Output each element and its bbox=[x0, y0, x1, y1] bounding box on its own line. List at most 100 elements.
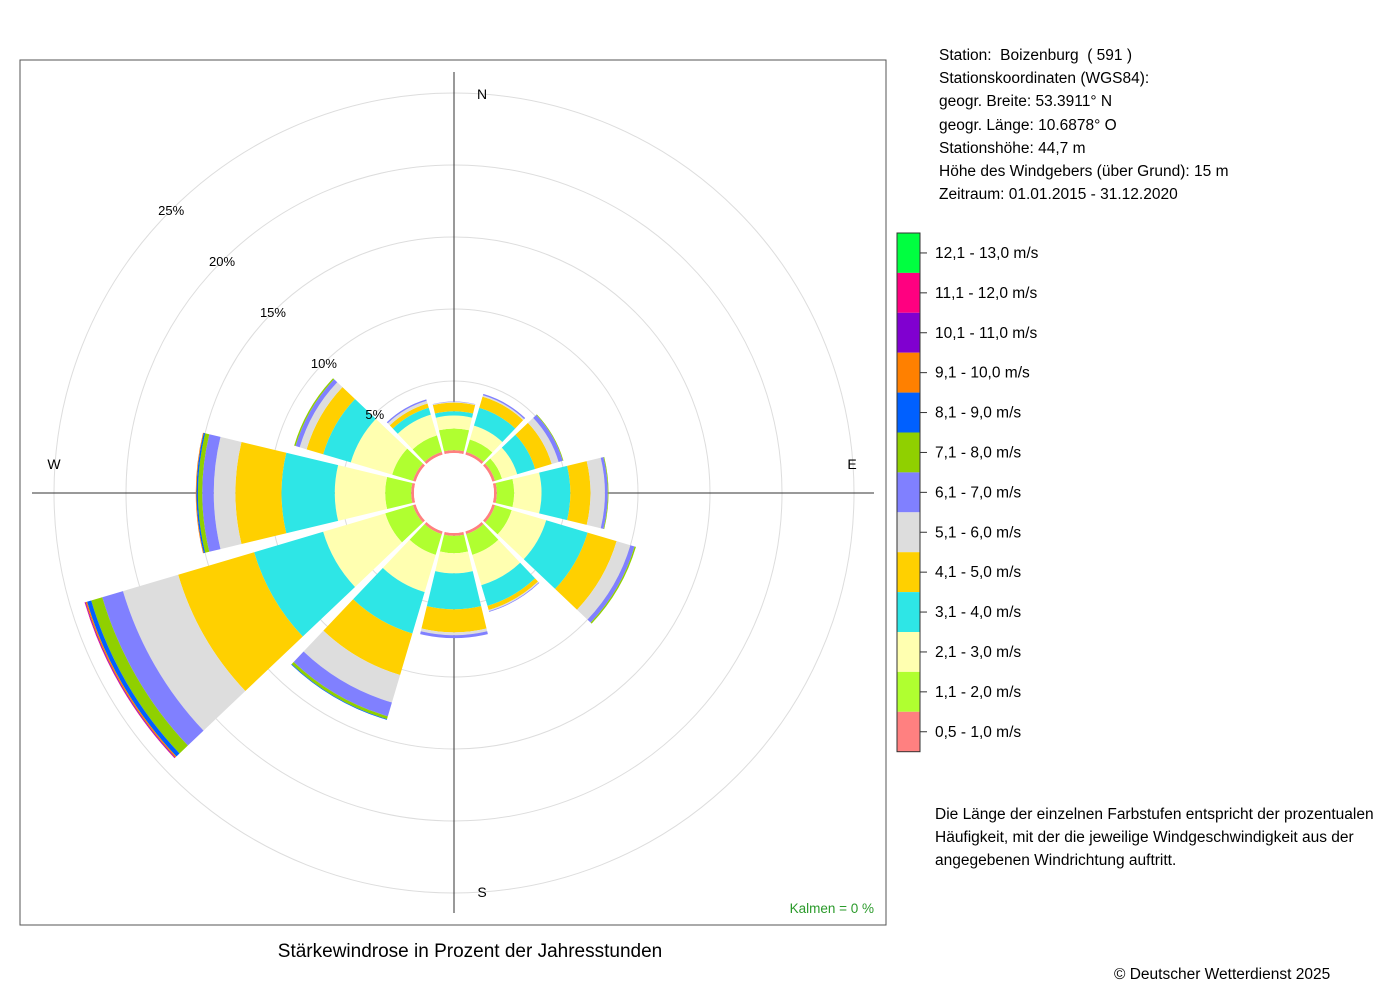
station-name: Station: Boizenburg ( 591 ) bbox=[939, 47, 1133, 64]
wedge-210-speed-0 bbox=[424, 522, 443, 535]
wedge-330-speed-2 bbox=[397, 414, 437, 450]
wedge-90-speed-6 bbox=[600, 457, 608, 529]
wedge-180-speed-4 bbox=[421, 606, 487, 633]
wedge-330-speed-1 bbox=[412, 435, 442, 462]
station-latitude: geogr. Breite: 53.3911° N bbox=[939, 93, 1113, 111]
station-info: Station: Boizenburg ( 591 ) Stationskoor… bbox=[939, 44, 1228, 206]
legend-swatch-11 bbox=[897, 671, 920, 712]
wedge-0-speed-3 bbox=[434, 411, 474, 418]
copyright: © Deutscher Wetterdienst 2025 bbox=[1114, 966, 1331, 983]
wedge-120-speed-0 bbox=[483, 504, 496, 523]
compass-label-s: S bbox=[477, 884, 486, 900]
wedge-90-speed-1 bbox=[495, 478, 515, 508]
wedge-0-speed-2 bbox=[435, 415, 473, 431]
legend-swatch-5 bbox=[897, 432, 920, 473]
legend-frame bbox=[896, 232, 921, 753]
wedge-300-speed-5 bbox=[299, 382, 343, 450]
wedge-180-speed-0 bbox=[443, 531, 465, 536]
wedge-180-speed-1 bbox=[439, 534, 469, 554]
wedge-0-speed-0 bbox=[443, 450, 465, 455]
note-line: Häufigkeit, mit der die jeweilige Windge… bbox=[935, 829, 1354, 847]
wedge-120-speed-3 bbox=[523, 520, 588, 589]
legend-swatch-6 bbox=[897, 472, 920, 513]
wedge-270-speed-6 bbox=[202, 434, 221, 552]
legend-swatch-2 bbox=[897, 312, 920, 353]
legend-label-6: 6,1 - 7,0 m/s bbox=[935, 484, 1021, 501]
wedge-270-speed-0 bbox=[411, 482, 416, 504]
wedge-30-speed-0 bbox=[465, 451, 484, 464]
ring-label-20: 20% bbox=[209, 254, 235, 269]
wedge-90-speed-2 bbox=[512, 472, 542, 514]
wedge-270-speed-8 bbox=[196, 432, 206, 554]
station-coords-heading: Stationskoordinaten (WGS84): bbox=[939, 70, 1150, 88]
wedge-0-speed-1 bbox=[438, 428, 470, 452]
note-line: angegebenen Windrichtung auftritt. bbox=[935, 852, 1177, 870]
wedge-120-speed-5 bbox=[577, 541, 631, 620]
wedge-270-speed-9 bbox=[195, 432, 204, 554]
wedge-150-speed-2 bbox=[472, 539, 521, 586]
wedge-150-speed-3 bbox=[481, 562, 536, 606]
legend-label-5: 7,1 - 8,0 m/s bbox=[935, 444, 1021, 461]
wedge-210-speed-3 bbox=[353, 567, 425, 634]
wedge-90-speed-7 bbox=[603, 456, 609, 530]
calm-label: Kalmen = 0 % bbox=[790, 901, 874, 916]
wedge-270-speed-3 bbox=[281, 452, 339, 534]
wedge-300-speed-6 bbox=[295, 379, 338, 448]
wedge-30-speed-3 bbox=[473, 407, 516, 443]
wedge-30-speed-1 bbox=[466, 439, 493, 462]
wedge-270-speed-5 bbox=[213, 436, 242, 550]
wedge-270-speed-2 bbox=[334, 465, 388, 521]
wedge-150-speed-0 bbox=[465, 522, 484, 535]
wedge-240-speed-4 bbox=[178, 552, 303, 692]
wedge-330-speed-0 bbox=[424, 451, 443, 464]
ring-label-5: 5% bbox=[365, 407, 384, 422]
wedge-300-speed-4 bbox=[306, 387, 356, 455]
wedge-210-speed-5 bbox=[303, 630, 401, 703]
wedge-90-speed-3 bbox=[539, 465, 571, 521]
wedge-120-speed-1 bbox=[485, 505, 512, 535]
wedge-60-speed-1 bbox=[485, 458, 503, 481]
legend-label-1: 11,1 - 12,0 m/s bbox=[935, 285, 1037, 302]
chart-title: Stärkewindrose in Prozent der Jahresstun… bbox=[277, 941, 663, 962]
anemometer-height: Höhe des Windgebers (über Grund): 15 m bbox=[939, 163, 1229, 181]
legend-swatch-3 bbox=[897, 352, 920, 393]
ring-label-10: 10% bbox=[311, 356, 337, 371]
legend-label-9: 3,1 - 4,0 m/s bbox=[935, 604, 1021, 621]
legend-swatch-12 bbox=[897, 711, 920, 752]
wedge-330-speed-5 bbox=[387, 400, 428, 426]
wedge-210-speed-6 bbox=[293, 651, 392, 717]
speed-legend: 12,1 - 13,0 m/s 11,1 - 12,0 m/s 10,1 - 11,… bbox=[896, 232, 1039, 753]
legend-swatch-9 bbox=[897, 592, 920, 632]
wedge-330-speed-6 bbox=[386, 399, 427, 424]
wedge-60-speed-3 bbox=[501, 434, 536, 475]
note-line: Die Länge der einzelnen Farbstufen entsp… bbox=[935, 806, 1374, 823]
wedge-270-speed-7 bbox=[198, 433, 210, 553]
wedge-210-speed-7 bbox=[291, 661, 388, 720]
wedge-0-speed-5 bbox=[432, 401, 476, 406]
wedge-210-speed-2 bbox=[382, 539, 436, 593]
wedge-30-speed-4 bbox=[479, 396, 524, 429]
wedge-120-speed-6 bbox=[587, 545, 635, 623]
wedge-300-speed-0 bbox=[412, 463, 425, 482]
compass-label-n: N bbox=[477, 86, 487, 102]
wedge-90-speed-4 bbox=[567, 461, 591, 525]
legend-swatch-0 bbox=[897, 233, 920, 273]
explanation-note: Die Länge der einzelnen Farbstufen entsp… bbox=[935, 803, 1395, 873]
legend-label-8: 4,1 - 5,0 m/s bbox=[935, 564, 1021, 581]
wedge-240-speed-0 bbox=[412, 504, 425, 523]
wedge-30-speed-5 bbox=[482, 395, 525, 421]
wedge-120-speed-4 bbox=[555, 532, 617, 610]
legend-label-3: 9,1 - 10,0 m/s bbox=[935, 365, 1030, 382]
ring-label-25: 25% bbox=[158, 203, 184, 218]
wedge-240-speed-5 bbox=[122, 574, 246, 731]
legend-label-0: 12,1 - 13,0 m/s bbox=[935, 245, 1039, 262]
wedge-240-speed-6 bbox=[102, 591, 204, 746]
wedge-300-speed-1 bbox=[392, 448, 423, 481]
station-height: Stationshöhe: 44,7 m bbox=[939, 139, 1086, 157]
legend-swatch-10 bbox=[897, 632, 920, 672]
wedge-0-speed-6 bbox=[432, 401, 476, 405]
wedge-210-speed-4 bbox=[323, 599, 413, 675]
wedge-330-speed-4 bbox=[389, 403, 429, 429]
wedge-90-speed-0 bbox=[492, 482, 497, 504]
wedge-150-speed-1 bbox=[466, 524, 499, 555]
